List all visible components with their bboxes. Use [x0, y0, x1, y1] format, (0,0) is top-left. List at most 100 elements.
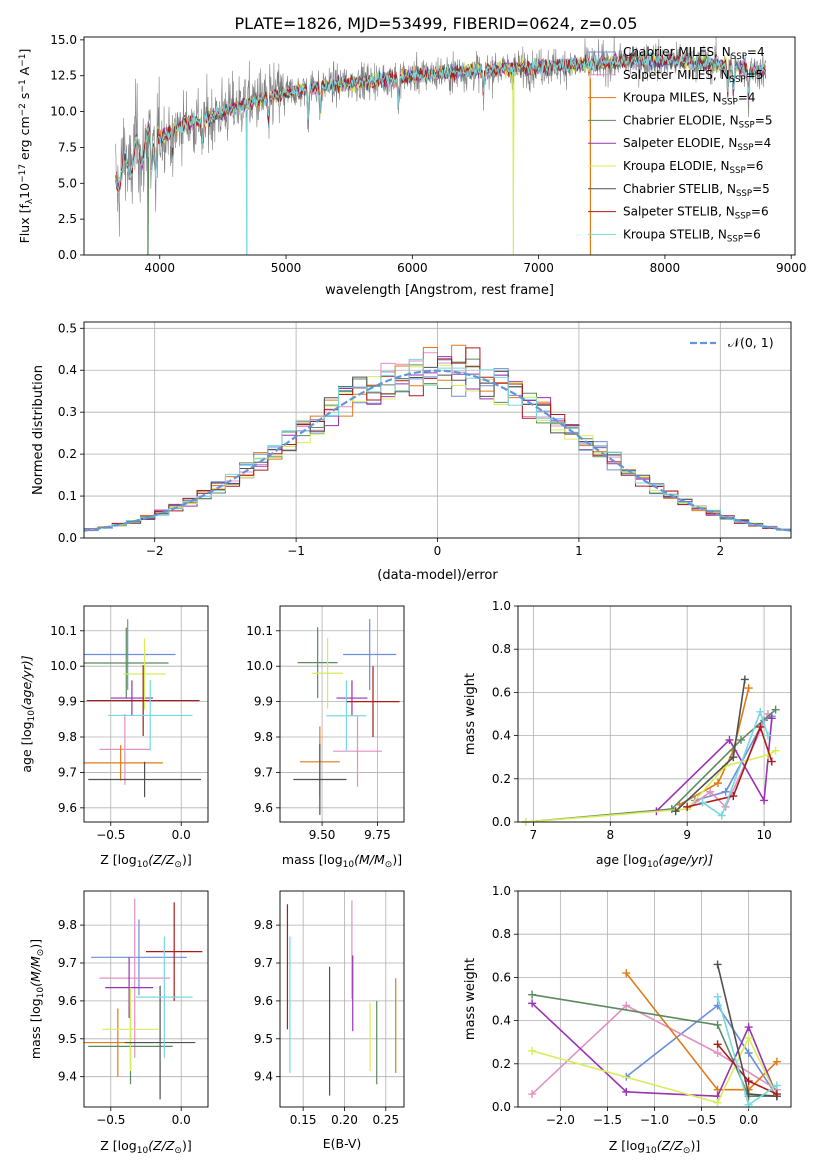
y-tick-label: 9.8: [58, 918, 77, 932]
mass-weight-marker: [771, 705, 780, 714]
x-tick-label: 7: [530, 828, 538, 842]
y-tick-label: 9.8: [254, 730, 273, 744]
x-tick-label: 0.25: [372, 1113, 399, 1127]
mass-weight-marker: [767, 714, 776, 723]
mass-weight-marker: [622, 969, 631, 978]
x-tick-label: 9.50: [309, 828, 336, 842]
x-tick-label: −1.0: [640, 1113, 669, 1127]
legend-label: 𝒩(0, 1): [728, 335, 774, 350]
spectrum-panel: 4000 5000 6000 7000 8000 9000 0.0 2.5 5.0 7.5 10.0…: [17, 33, 806, 298]
y-tick-label: 10.0: [246, 659, 273, 673]
y-tick-label: 10.1: [50, 624, 77, 638]
mass-weight-line: [525, 750, 777, 822]
mass-weight-marker: [713, 1049, 722, 1057]
mass-weight-marker: [729, 753, 738, 762]
axes-frame: [279, 605, 405, 823]
mass-weight-marker: [721, 787, 730, 796]
x-tick-label: −0.5: [96, 828, 125, 842]
mass-weight-marker: [772, 1090, 781, 1099]
y-axis-label: Flux [fλ10−17 erg cm−2 s−1 A−1]: [17, 49, 35, 244]
mass-weight-marker: [622, 1001, 631, 1010]
x-tick-label: 8: [606, 828, 614, 842]
mass-weight-line: [531, 1004, 778, 1095]
legend-label: Salpeter ELODIE, NSSP=4: [623, 136, 771, 153]
y-tick-label: 7.5: [58, 140, 77, 154]
y-tick-label: 9.4: [58, 1070, 77, 1084]
y-tick-label: 10.1: [246, 624, 273, 638]
figure-title: PLATE=1826, MJD=53499, FIBERID=0624, z=0…: [234, 14, 637, 33]
mass-weight-marker: [713, 1040, 722, 1049]
mass-weight-marker: [713, 1098, 722, 1107]
y-tick-label: 10.0: [50, 659, 77, 673]
axes-frame: [517, 605, 792, 823]
x-tick-label: 6000: [397, 261, 428, 275]
x-axis-label: Z [log10(Z/Z⊙)]: [100, 1138, 191, 1156]
mass-weight-marker: [737, 735, 746, 744]
x-tick-label: 9: [683, 828, 691, 842]
mass-weight-marker: [763, 731, 772, 740]
y-tick-label: 9.7: [58, 765, 77, 779]
age-vs-mass-panel: 9.50 9.75 9.6 9.7 9.8 9.9 10.0 10.1 mass [log10(…: [246, 605, 405, 870]
axes-frame: [83, 36, 796, 256]
x-tick-label: 0.0: [172, 1113, 191, 1127]
x-tick-label: 7000: [523, 261, 554, 275]
y-tick-label: 0.8: [492, 927, 511, 941]
legend-label: Kroupa ELODIE, NSSP=6: [623, 159, 763, 176]
mass-weight-marker: [744, 684, 753, 693]
mass-weight-line: [687, 724, 773, 808]
y-tick-label: 0.0: [58, 248, 77, 262]
y-tick-label: 9.8: [58, 730, 77, 744]
axis-ticks: 7 8 9 10 0.0 0.2 0.4 0.6 0.8 1.0: [492, 599, 772, 842]
axis-ticks: −0.5 0.0 9.6 9.7 9.8 9.9 10.0 10.1: [50, 624, 190, 842]
y-axis-label: Normed distribution: [31, 365, 46, 495]
axis-ticks: 9.50 9.75 9.6 9.7 9.8 9.9 10.0 10.1: [246, 624, 391, 842]
y-tick-label: 10.0: [50, 105, 77, 119]
model-spectrum-line: [115, 51, 767, 255]
x-tick-label: −2: [146, 544, 164, 558]
x-axis-label: Z [log10(Z/Z⊙)]: [609, 1138, 700, 1156]
mass-weight-marker: [729, 792, 738, 801]
mass-weight-marker: [744, 1100, 753, 1109]
y-tick-label: 15.0: [50, 33, 77, 47]
legend-label: Chabrier STELIB, NSSP=5: [623, 182, 770, 199]
x-axis-label: (data-model)/error: [377, 568, 498, 583]
x-tick-label: −1.5: [593, 1113, 622, 1127]
mass-weight-line: [625, 972, 778, 1091]
mass-weight-line: [679, 687, 750, 806]
y-axis-label: age [log10(age/yr)]: [19, 655, 37, 772]
x-tick-label: 0.0: [172, 828, 191, 842]
grid-lines: [280, 891, 404, 1107]
mass-weight-vs-metallicity-panel: −2.0 −1.5 −1.0 −0.5 0.0 0.0 0.2 0.4 0.6 0.8 1.0 Z […: [463, 884, 792, 1156]
y-tick-label: 9.5: [254, 1032, 273, 1046]
y-tick-label: 9.6: [58, 801, 77, 815]
mass-weight-marker: [706, 787, 715, 796]
x-tick-label: 5000: [271, 261, 302, 275]
x-tick-label: 0: [434, 544, 442, 558]
axes-frame: [279, 890, 405, 1108]
model-spectrum-line: [115, 53, 767, 255]
y-tick-label: 0.2: [58, 447, 77, 461]
y-tick-label: 9.7: [254, 765, 273, 779]
mass-weight-marker: [713, 960, 722, 969]
y-tick-label: 0.1: [58, 489, 77, 503]
x-axis-label: E(B-V): [323, 1136, 362, 1151]
y-tick-label: 5.0: [58, 176, 77, 190]
model-spectrum-line: [115, 52, 766, 193]
x-tick-label: 8000: [650, 261, 681, 275]
grid-lines: [280, 606, 404, 822]
model-spectra: [115, 49, 767, 255]
mass-weight-marker: [713, 992, 722, 1001]
y-tick-label: 9.9: [254, 695, 273, 709]
x-tick-label: 4000: [144, 261, 175, 275]
x-tick-label: 9.75: [364, 828, 391, 842]
mass-weight-marker: [760, 796, 769, 805]
grid-lines: [84, 606, 208, 822]
axes-frame: [83, 605, 209, 823]
mass-weight-marker: [744, 1023, 753, 1032]
y-tick-label: 9.4: [254, 1070, 273, 1084]
mass-weight-marker: [725, 735, 734, 744]
axes-frame: [83, 321, 792, 539]
x-tick-label: 2: [716, 544, 724, 558]
x-tick-label: 0.15: [290, 1113, 317, 1127]
y-tick-label: 0.0: [492, 1100, 511, 1114]
